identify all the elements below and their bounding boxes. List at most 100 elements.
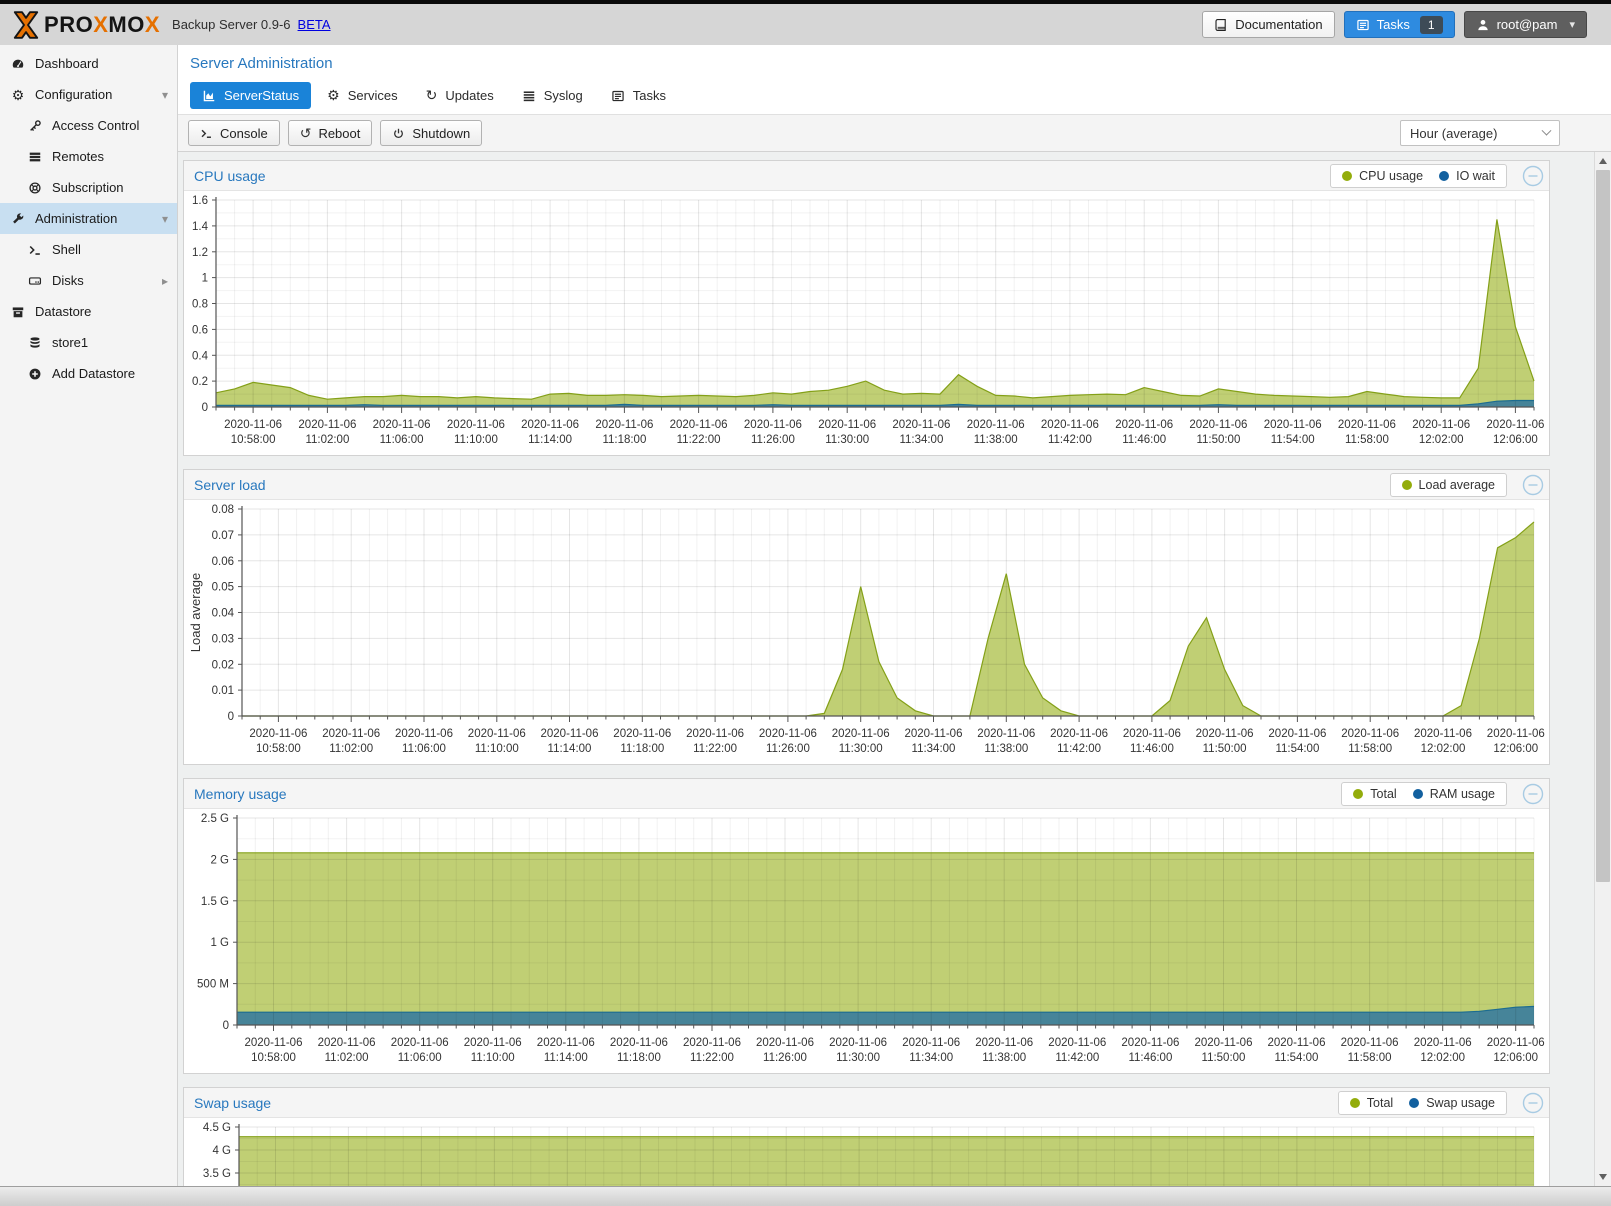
beta-link[interactable]: BETA bbox=[297, 17, 331, 32]
sidebar-item-label: Remotes bbox=[52, 149, 105, 164]
page-head: Server Administration ServerStatus ⚙ Servi… bbox=[178, 45, 1611, 114]
sidebar-item-administration[interactable]: Administration ▾ bbox=[0, 203, 177, 234]
sidebar-item-access-control[interactable]: Access Control bbox=[0, 110, 177, 141]
legend-item-io-wait[interactable]: IO wait bbox=[1439, 169, 1495, 183]
svg-text:0.08: 0.08 bbox=[212, 504, 234, 516]
svg-text:1.2: 1.2 bbox=[192, 247, 208, 259]
svg-text:0.06: 0.06 bbox=[212, 556, 234, 568]
tab-tasks[interactable]: Tasks bbox=[599, 82, 678, 109]
legend-dot-icon bbox=[1349, 1097, 1360, 1108]
reboot-button[interactable]: ↺ Reboot bbox=[287, 120, 373, 146]
sidebar-item-dashboard[interactable]: Dashboard bbox=[0, 48, 177, 79]
svg-text:12:02:00: 12:02:00 bbox=[1421, 743, 1466, 755]
svg-text:2020-11-06: 2020-11-06 bbox=[541, 728, 599, 740]
sidebar-item-add-datastore[interactable]: Add Datastore bbox=[0, 358, 177, 389]
svg-text:2020-11-06: 2020-11-06 bbox=[1414, 1037, 1472, 1049]
proxmox-logo: PROXMOX bbox=[10, 9, 160, 41]
collapse-panel-icon[interactable] bbox=[1522, 165, 1544, 187]
sidebar-nav: Dashboard ⚙ Configuration ▾ Access Control Re… bbox=[0, 45, 178, 1186]
chevron-right-icon[interactable]: ▸ bbox=[161, 273, 168, 288]
chevron-down-icon[interactable]: ▾ bbox=[161, 211, 168, 226]
sidebar-item-datastore[interactable]: Datastore bbox=[0, 296, 177, 327]
svg-text:11:22:00: 11:22:00 bbox=[693, 743, 737, 755]
scrollbar-down-arrow[interactable] bbox=[1595, 1169, 1611, 1185]
sidebar-item-label: Administration bbox=[35, 211, 118, 226]
tab-services[interactable]: ⚙ Services bbox=[315, 82, 409, 109]
sidebar-item-remotes[interactable]: Remotes bbox=[0, 141, 177, 172]
server-load-chart: 0.08 0.07 0.06 0.05 0.04 0.03 0.02 0.01 0 2020-11… bbox=[185, 501, 1548, 763]
vertical-scrollbar[interactable] bbox=[1594, 152, 1611, 1186]
tab-updates[interactable]: ↻ Updates bbox=[414, 82, 506, 109]
svg-text:0.03: 0.03 bbox=[212, 633, 234, 645]
svg-text:1.6: 1.6 bbox=[192, 195, 208, 207]
scrollbar-thumb[interactable] bbox=[1596, 170, 1610, 882]
legend-item-total[interactable]: Total bbox=[1353, 787, 1397, 801]
svg-text:11:30:00: 11:30:00 bbox=[825, 434, 869, 446]
tab-serverstatus[interactable]: ServerStatus bbox=[190, 82, 312, 109]
server-load-panel-body: 0.08 0.07 0.06 0.05 0.04 0.03 0.02 0.01 0 2020-11… bbox=[184, 500, 1549, 764]
console-button[interactable]: Console bbox=[188, 120, 280, 146]
sidebar-item-configuration[interactable]: ⚙ Configuration ▾ bbox=[0, 79, 177, 110]
svg-text:11:14:00: 11:14:00 bbox=[544, 1052, 588, 1064]
shutdown-button[interactable]: Shutdown bbox=[380, 120, 483, 146]
sidebar-item-subscription[interactable]: Subscription bbox=[0, 172, 177, 203]
svg-text:2020-11-06: 2020-11-06 bbox=[1195, 1037, 1253, 1049]
svg-text:11:42:00: 11:42:00 bbox=[1055, 1052, 1099, 1064]
svg-text:2020-11-06: 2020-11-06 bbox=[1196, 728, 1254, 740]
user-menu-button[interactable]: root@pam ▾ bbox=[1463, 11, 1587, 38]
svg-text:0.01: 0.01 bbox=[212, 685, 234, 697]
svg-text:1 G: 1 G bbox=[210, 937, 229, 949]
documentation-button[interactable]: Documentation bbox=[1202, 11, 1335, 38]
legend-dot-icon bbox=[1409, 1097, 1420, 1108]
sidebar-item-label: Configuration bbox=[35, 87, 113, 102]
svg-text:2020-11-06: 2020-11-06 bbox=[1264, 419, 1322, 431]
legend-item-ram-usage[interactable]: RAM usage bbox=[1412, 787, 1495, 801]
sidebar-item-store1[interactable]: store1 bbox=[0, 327, 177, 358]
memory-usage-panel-header: Memory usage Total RAM usage bbox=[184, 779, 1549, 809]
svg-text:0.04: 0.04 bbox=[212, 608, 235, 620]
list-icon bbox=[522, 89, 536, 103]
top-header-bar: PROXMOX Backup Server 0.9-6 BETA Documen… bbox=[0, 4, 1611, 45]
svg-text:2020-11-06: 2020-11-06 bbox=[975, 1037, 1033, 1049]
cpu-usage-panel: CPU usage CPU usage IO wait 1.6 1.4 1.2 1 0.8 0.… bbox=[183, 160, 1550, 456]
legend-item-swap-usage[interactable]: Swap usage bbox=[1409, 1096, 1495, 1110]
svg-text:11:34:00: 11:34:00 bbox=[909, 1052, 953, 1064]
svg-text:2020-11-06: 2020-11-06 bbox=[902, 1037, 960, 1049]
main-area: Server Administration ServerStatus ⚙ Servi… bbox=[178, 45, 1611, 1186]
tasksq-icon bbox=[611, 89, 625, 103]
scrollbar-up-arrow[interactable] bbox=[1595, 153, 1611, 169]
legend-label: Total bbox=[1366, 1095, 1394, 1110]
proxmox-wordmark: PROXMOX bbox=[44, 11, 161, 37]
chevron-down-icon[interactable]: ▾ bbox=[161, 87, 168, 102]
collapse-panel-icon[interactable] bbox=[1522, 783, 1544, 805]
svg-text:11:02:00: 11:02:00 bbox=[305, 434, 349, 446]
svg-text:2020-11-06: 2020-11-06 bbox=[373, 419, 431, 431]
svg-text:11:30:00: 11:30:00 bbox=[839, 743, 883, 755]
legend-item-total[interactable]: Total bbox=[1349, 1095, 1394, 1110]
window-top-edge bbox=[0, 0, 1611, 4]
swap-usage-legend: Total Swap usage bbox=[1337, 1090, 1507, 1115]
svg-text:2020-11-06: 2020-11-06 bbox=[298, 419, 356, 431]
svg-text:2020-11-06: 2020-11-06 bbox=[224, 419, 282, 431]
sidebar-item-shell[interactable]: Shell bbox=[0, 234, 177, 265]
svg-text:0.02: 0.02 bbox=[212, 659, 234, 671]
product-version-label: Backup Server 0.9-6 bbox=[172, 17, 291, 32]
legend-item-load-average[interactable]: Load average bbox=[1401, 478, 1495, 492]
svg-text:2020-11-06: 2020-11-06 bbox=[1189, 419, 1247, 431]
svg-text:2020-11-06: 2020-11-06 bbox=[613, 728, 671, 740]
svg-text:0.6: 0.6 bbox=[192, 324, 208, 336]
select-chevron-icon bbox=[1541, 125, 1552, 136]
legend-dot-icon bbox=[1342, 170, 1353, 181]
collapse-panel-icon[interactable] bbox=[1522, 474, 1544, 496]
tasks-button[interactable]: Tasks 1 bbox=[1343, 11, 1455, 38]
sidebar-item-disks[interactable]: Disks ▸ bbox=[0, 265, 177, 296]
svg-text:2020-11-06: 2020-11-06 bbox=[1268, 1037, 1326, 1049]
legend-item-cpu-usage[interactable]: CPU usage bbox=[1342, 169, 1423, 183]
tab-syslog[interactable]: Syslog bbox=[510, 82, 595, 109]
collapse-panel-icon[interactable] bbox=[1522, 1092, 1544, 1114]
svg-text:2020-11-06: 2020-11-06 bbox=[1115, 419, 1173, 431]
cpu-usage-title: CPU usage bbox=[194, 167, 266, 184]
svg-text:2020-11-06: 2020-11-06 bbox=[1341, 728, 1399, 740]
time-range-select[interactable]: Hour (average) bbox=[1400, 120, 1560, 146]
svg-text:2020-11-06: 2020-11-06 bbox=[391, 1037, 449, 1049]
